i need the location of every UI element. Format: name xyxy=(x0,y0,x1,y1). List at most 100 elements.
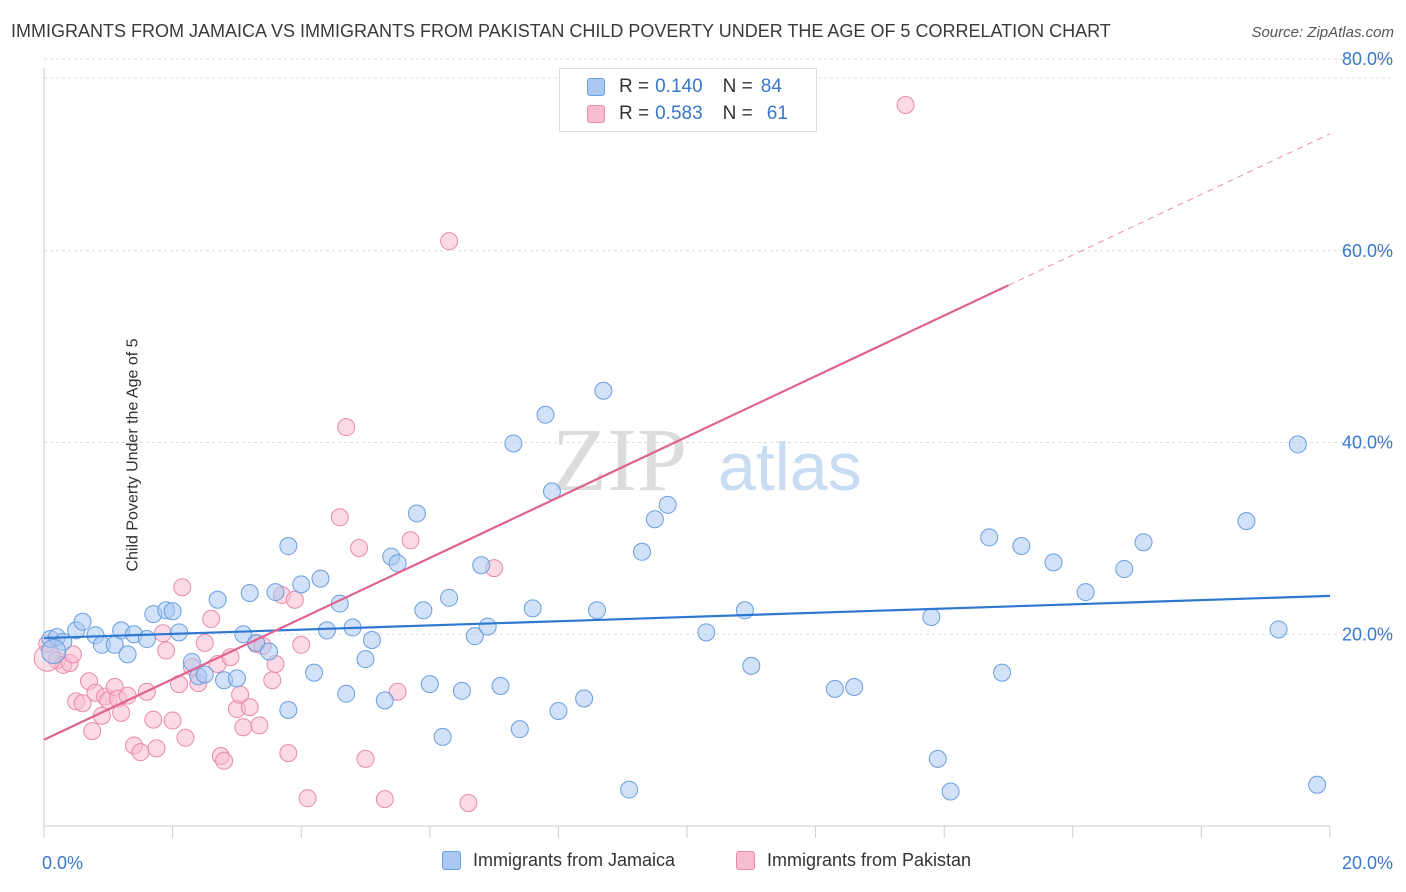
n-value: 61 xyxy=(766,103,788,124)
data-point xyxy=(292,635,311,654)
jamaica-points xyxy=(41,381,1327,801)
r-label: R = xyxy=(619,103,650,124)
y-tick-label: 20.0% xyxy=(1342,624,1393,644)
data-point xyxy=(594,381,613,400)
data-point xyxy=(285,590,304,609)
data-point xyxy=(305,663,324,682)
data-point xyxy=(941,782,960,801)
data-point xyxy=(472,556,491,575)
data-point xyxy=(118,686,137,705)
data-point xyxy=(337,684,356,703)
tick-labels: 20.0% 40.0% 60.0% 80.0% 0.0% 20.0% xyxy=(42,49,1393,873)
data-point xyxy=(465,627,484,646)
data-point xyxy=(147,739,166,758)
data-point xyxy=(928,749,947,768)
data-point xyxy=(658,495,677,514)
data-point xyxy=(240,698,259,717)
data-point xyxy=(459,793,478,812)
data-point xyxy=(279,537,298,556)
data-point xyxy=(440,232,459,251)
legend-item-jamaica: Immigrants from Jamaica xyxy=(442,850,675,871)
data-point xyxy=(1044,553,1063,572)
data-point xyxy=(131,743,150,762)
data-point xyxy=(697,623,716,642)
legend-row-jamaica: R = 0.140 N = 84 xyxy=(560,75,782,99)
data-point xyxy=(414,601,433,620)
data-point xyxy=(510,720,529,739)
jamaica-legend-label: Immigrants from Jamaica xyxy=(473,850,676,870)
r-label: R = xyxy=(619,76,650,97)
y-tick-label: 80.0% xyxy=(1342,49,1393,69)
data-point xyxy=(645,510,664,529)
data-point xyxy=(215,751,234,770)
data-point xyxy=(163,711,182,730)
watermark-zip: ZIP xyxy=(552,411,687,510)
pakistan-swatch xyxy=(587,105,605,123)
data-point xyxy=(1115,560,1134,579)
data-point xyxy=(234,625,253,644)
data-point xyxy=(825,679,844,698)
watermark-atlas: atlas xyxy=(718,429,862,505)
r-value: 0.583 xyxy=(655,103,703,124)
data-point xyxy=(83,722,102,741)
data-point xyxy=(337,418,356,437)
data-point xyxy=(575,689,594,708)
y-axis-label: Child Poverty Under the Age of 5 xyxy=(124,338,142,572)
data-point xyxy=(1012,537,1031,556)
data-point xyxy=(173,578,192,597)
data-point xyxy=(250,716,269,735)
data-point xyxy=(452,681,471,700)
data-point xyxy=(504,434,523,453)
data-point xyxy=(157,641,176,660)
gridlines xyxy=(44,58,1392,635)
data-point xyxy=(896,96,915,115)
pakistan-trend-extension xyxy=(1008,133,1331,286)
data-point xyxy=(195,633,214,652)
chart-title: IMMIGRANTS FROM JAMAICA VS IMMIGRANTS FR… xyxy=(11,21,1111,41)
data-point xyxy=(491,677,510,696)
data-point xyxy=(202,609,221,628)
data-point xyxy=(170,623,189,642)
data-point xyxy=(73,694,92,713)
data-point xyxy=(1288,435,1307,454)
data-point xyxy=(922,607,941,626)
data-point xyxy=(620,780,639,799)
watermark: ZIP atlas xyxy=(552,411,862,510)
pakistan-legend-swatch xyxy=(736,851,755,870)
y-tick-label: 40.0% xyxy=(1342,433,1393,453)
data-point xyxy=(742,656,761,675)
data-point xyxy=(356,650,375,669)
data-point xyxy=(420,675,439,694)
data-point xyxy=(388,682,407,701)
x-tick-label: 0.0% xyxy=(42,853,83,873)
data-point xyxy=(176,728,195,747)
series-legend: Immigrants from Jamaica Immigrants from … xyxy=(0,850,1406,878)
data-point xyxy=(1134,533,1153,552)
data-point xyxy=(375,691,394,710)
data-point xyxy=(356,749,375,768)
data-point xyxy=(73,612,92,631)
data-point xyxy=(263,671,282,690)
data-point xyxy=(433,727,452,746)
jamaica-legend-swatch xyxy=(442,851,461,870)
data-point xyxy=(266,583,285,602)
data-point xyxy=(292,575,311,594)
data-point xyxy=(330,508,349,527)
correlation-legend: R = 0.140 N = 84 R = 0.583 N = 61 xyxy=(559,68,817,132)
y-tick-label: 60.0% xyxy=(1342,241,1393,261)
data-point xyxy=(362,631,381,650)
data-point xyxy=(279,744,298,763)
data-point xyxy=(144,710,163,729)
data-point xyxy=(1269,620,1288,639)
n-label: N = xyxy=(722,76,753,97)
data-point xyxy=(317,621,336,640)
n-value: 84 xyxy=(760,76,782,97)
data-point xyxy=(401,531,420,550)
data-point xyxy=(536,405,555,424)
data-point xyxy=(388,554,407,573)
data-point xyxy=(440,588,459,607)
pakistan-trend-line xyxy=(43,284,1009,741)
data-point xyxy=(137,630,156,649)
data-point xyxy=(549,701,568,720)
